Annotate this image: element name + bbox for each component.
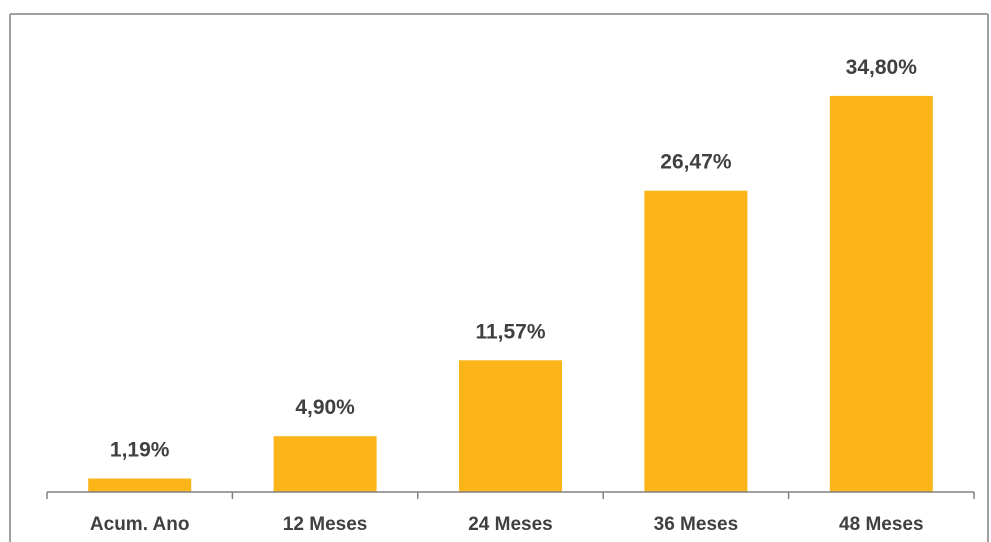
x-axis bbox=[46, 491, 975, 499]
bar-4 bbox=[644, 190, 748, 492]
bar-3 bbox=[459, 360, 562, 492]
x-tick-label-1: Acum. Ano bbox=[90, 514, 190, 535]
bars-layer bbox=[88, 95, 933, 493]
bar-2 bbox=[273, 436, 377, 492]
x-tick-label-4: 36 Meses bbox=[654, 514, 739, 535]
data-label-4: 26,47% bbox=[660, 151, 732, 174]
data-label-1: 1,19% bbox=[110, 439, 170, 462]
x-tick-label-3: 24 Meses bbox=[468, 514, 553, 535]
data-label-5: 34,80% bbox=[846, 56, 918, 79]
data-label-3: 11,57% bbox=[475, 320, 545, 343]
labels-layer: 1,19% Acum. Ano 4,90% 12 Meses 11,57% 24 Mese… bbox=[90, 56, 924, 535]
bar-5 bbox=[829, 95, 933, 493]
x-tick-label-2: 12 Meses bbox=[283, 514, 368, 535]
bar-1 bbox=[88, 478, 192, 492]
data-label-2: 4,90% bbox=[295, 396, 355, 419]
x-tick-label-5: 48 Meses bbox=[839, 514, 924, 535]
